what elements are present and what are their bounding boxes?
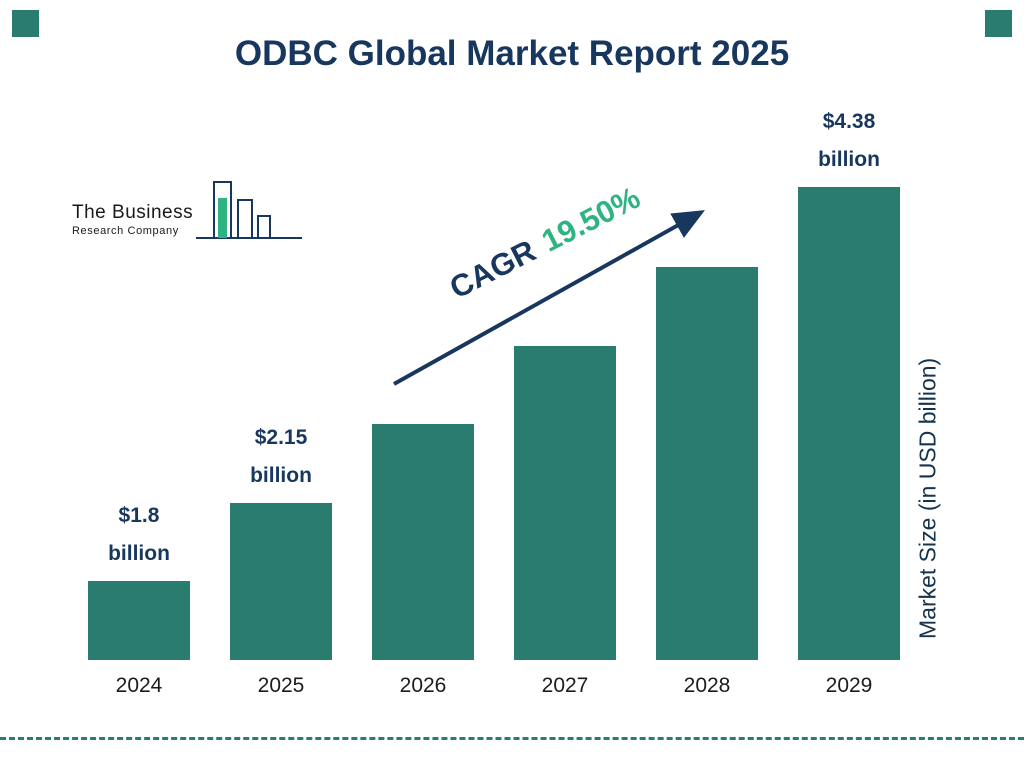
cagr-trend-arrow	[393, 210, 705, 386]
bar-column-2029: $4.38 billion 2029	[798, 100, 900, 697]
bar-2029	[798, 187, 900, 660]
decorative-square-top-right	[985, 10, 1012, 37]
bar-chart: $1.8 billion 2024 $2.15 billion 2025 2026 2027 2…	[88, 100, 900, 697]
decorative-square-top-left	[12, 10, 39, 37]
company-logo-text: The Business Research Company	[72, 202, 193, 237]
bottom-dashed-divider	[0, 737, 1024, 740]
bar-column-2024: $1.8 billion 2024	[88, 100, 190, 697]
bar-value-label-2025: $2.15 billion	[250, 426, 312, 488]
x-tick-label-2028: 2028	[683, 674, 731, 697]
bar-column-2026: 2026	[372, 100, 474, 697]
x-tick-label-2026: 2026	[399, 674, 447, 697]
x-tick-label-2025: 2025	[257, 674, 305, 697]
bar-2027	[514, 346, 616, 660]
y-axis-label: Market Size (in USD billion)	[914, 357, 941, 639]
x-tick-label-2024: 2024	[115, 674, 163, 697]
company-logo: The Business Research Company	[72, 178, 302, 248]
bar-column-2027: 2027	[514, 100, 616, 697]
bar-2026	[372, 424, 474, 660]
logo-name-line2: Research Company	[72, 225, 179, 237]
x-tick-label-2029: 2029	[825, 674, 873, 697]
bar-column-2025: $2.15 billion 2025	[230, 100, 332, 697]
bar-2025	[230, 503, 332, 660]
bar-column-2028: 2028	[656, 100, 758, 697]
bar-chart-logo-icon	[196, 181, 302, 239]
bar-value-label-2024: $1.8 billion	[108, 504, 170, 566]
logo-name-line1: The Business	[72, 202, 194, 223]
page-title: ODBC Global Market Report 2025	[234, 34, 790, 73]
bar-2024	[88, 581, 190, 660]
bar-2028	[656, 267, 758, 660]
bar-value-label-2029: $4.38 billion	[818, 110, 880, 172]
x-tick-label-2027: 2027	[541, 674, 589, 697]
